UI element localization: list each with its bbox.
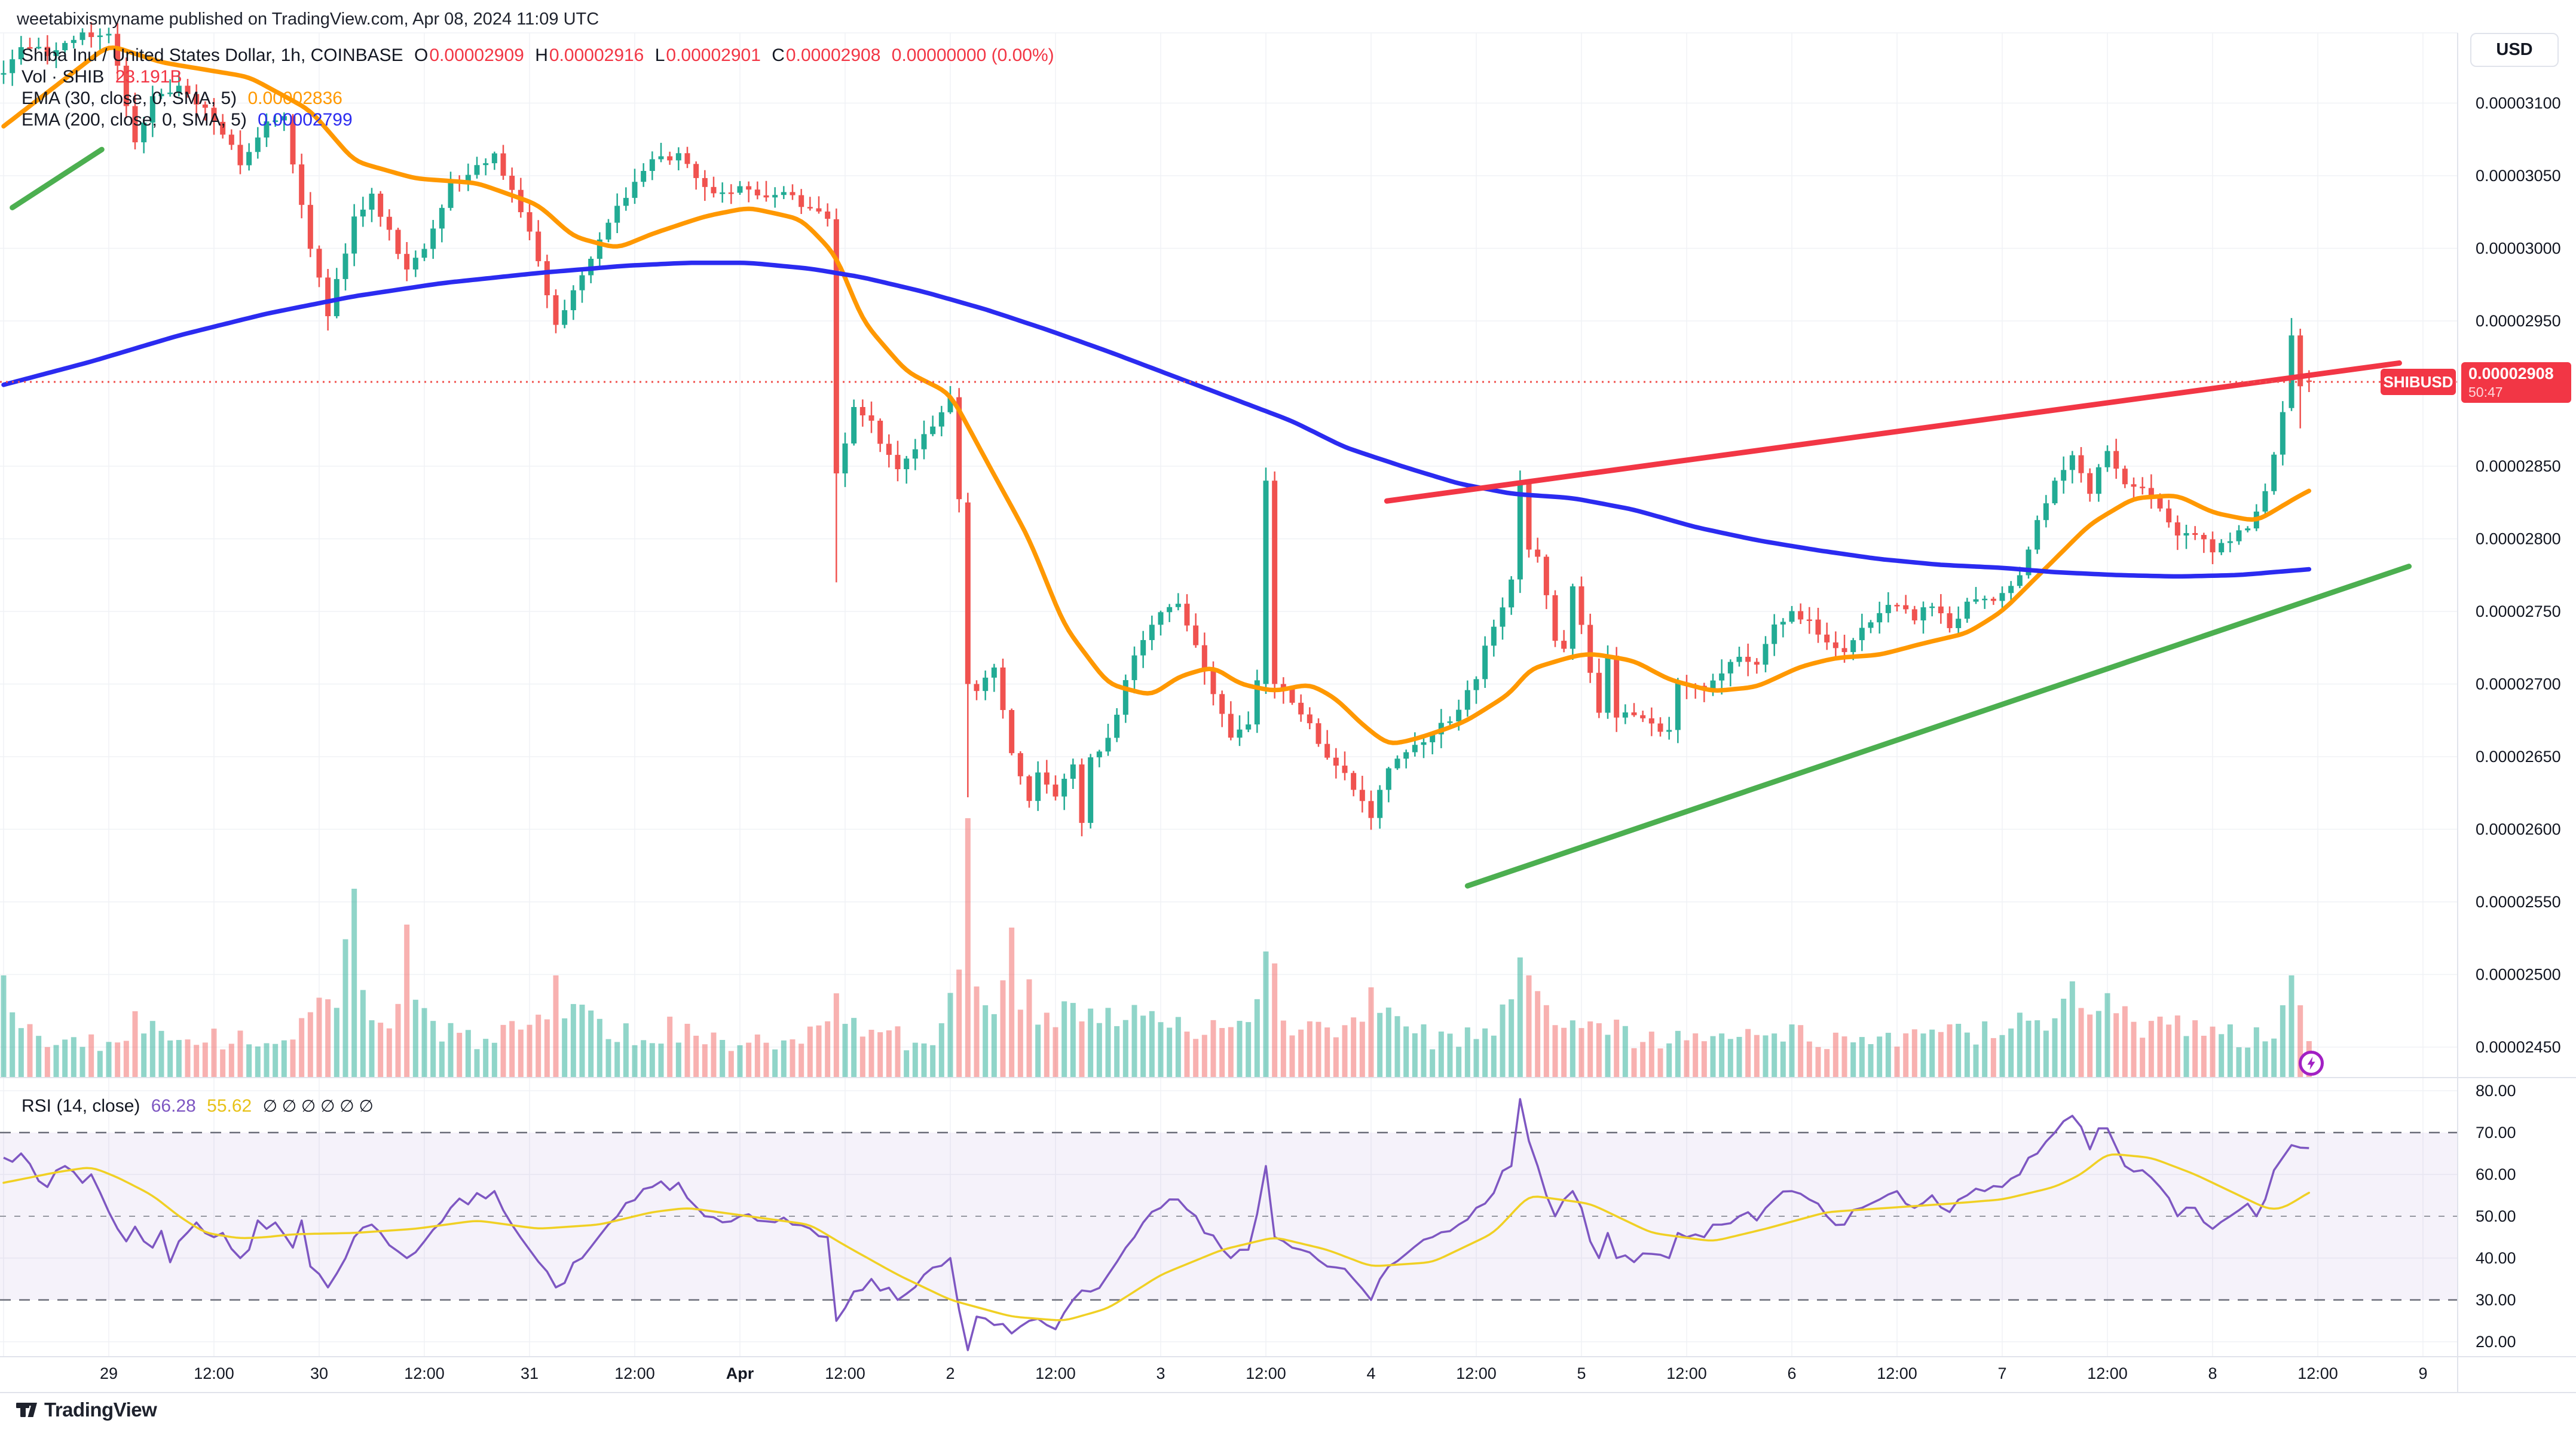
high-key: H [535, 45, 548, 65]
time-tick-label: 12:00 [1246, 1364, 1286, 1382]
time-axis[interactable]: 29 12:00 30 12:00 31 12:00 Apr 12:00 2 12:00 3 12:0… [100, 1364, 2428, 1382]
ema200-label: EMA (200, close, 0, SMA, 5) [22, 110, 247, 130]
last-price-value: 0.00002908 [2468, 365, 2554, 383]
rsi-placeholder-icons: ∅ ∅ ∅ ∅ ∅ ∅ [262, 1097, 374, 1115]
open-key: O [414, 45, 429, 65]
instant-trade-lightning-icon[interactable] [2298, 1050, 2324, 1076]
price-tick-label: 0.00002550 [2476, 893, 2561, 911]
time-tick-label: 29 [100, 1364, 118, 1382]
time-tick-label: 2 [946, 1364, 954, 1382]
rsi-tick-label: 40.00 [2476, 1249, 2516, 1267]
gridlines [0, 32, 2458, 1357]
volume-value: 23.191B [115, 67, 182, 87]
open-value: 0.00002909 [429, 45, 524, 65]
time-tick-label: 3 [1156, 1364, 1165, 1382]
ema200-legend[interactable]: EMA (200, close, 0, SMA, 5) 0.00002799 [22, 110, 359, 130]
price-tick-label: 0.00002800 [2476, 530, 2561, 547]
time-tick-label: 12:00 [1877, 1364, 1917, 1382]
time-tick-label: 12:00 [1456, 1364, 1497, 1382]
rsi-line [3, 1098, 2309, 1351]
ema30-value: 0.00002836 [247, 88, 342, 108]
price-tick-label: 0.00002750 [2476, 602, 2561, 620]
price-tick-label: 0.00002450 [2476, 1038, 2561, 1056]
time-tick-label: 6 [1787, 1364, 1796, 1382]
rsi-tick-label: 20.00 [2476, 1333, 2516, 1351]
price-tick-label: 0.00002600 [2476, 820, 2561, 838]
volume-bars [1, 818, 2312, 1077]
symbol-legend[interactable]: Shiba Inu / United States Dollar, 1h, CO… [22, 45, 1060, 66]
rsi-label: RSI (14, close) [22, 1096, 140, 1116]
time-tick-label: 8 [2208, 1364, 2217, 1382]
rsi-value: 66.28 [151, 1096, 196, 1116]
time-tick-label: 12:00 [194, 1364, 234, 1382]
time-tick-label: 12:00 [825, 1364, 865, 1382]
symbol-title: Shiba Inu / United States Dollar, 1h, CO… [22, 45, 403, 65]
time-tick-label: 12:00 [1035, 1364, 1076, 1382]
time-tick-label: 31 [521, 1364, 539, 1382]
rsi-band [0, 1131, 2458, 1301]
ascending-support [1464, 564, 2412, 889]
ema200-value: 0.00002799 [258, 110, 353, 130]
currency-label: USD [2496, 40, 2533, 59]
price-tick-label: 0.00003100 [2476, 94, 2561, 112]
time-tick-label: 7 [1997, 1364, 2006, 1382]
time-tick-label: 9 [2418, 1364, 2427, 1382]
descending-resistance [1384, 360, 2402, 504]
rsi-tick-label: 30.00 [2476, 1291, 2516, 1309]
high-value: 0.00002916 [549, 45, 644, 65]
rsi-ma-value: 55.62 [207, 1096, 252, 1116]
upper-left-support-segment [10, 146, 105, 210]
price-tick-label: 0.00002850 [2476, 457, 2561, 475]
time-tick-label: 12:00 [404, 1364, 445, 1382]
time-tick-label: 5 [1577, 1364, 1586, 1382]
close-value: 0.00002908 [785, 45, 881, 65]
rsi-ma-line [2, 1153, 2311, 1321]
price-tick-label: 0.00002700 [2476, 675, 2561, 693]
currency-toggle-button[interactable]: USD [2470, 33, 2559, 67]
rsi-tick-label: 50.00 [2476, 1207, 2516, 1225]
time-tick-label: 12:00 [2297, 1364, 2338, 1382]
rsi-tick-label: 60.00 [2476, 1165, 2516, 1183]
time-tick-label: 12:00 [2087, 1364, 2128, 1382]
tradingview-logo-icon [16, 1403, 37, 1417]
last-price-axis-label: 0.00002908 50:47 [2461, 362, 2571, 403]
price-tick-label: 0.00002500 [2476, 965, 2561, 983]
separators [0, 33, 2576, 1393]
rsi-tick-label: 80.00 [2476, 1082, 2516, 1100]
ema200-line [1, 260, 2312, 579]
rsi-tick-label: 70.00 [2476, 1124, 2516, 1142]
time-tick-label: 12:00 [614, 1364, 655, 1382]
tradingview-logo[interactable]: TradingView [16, 1399, 157, 1421]
ema30-label: EMA (30, close, 0, SMA, 5) [22, 88, 237, 108]
watermark: weetabixismyname published on TradingVie… [17, 10, 599, 29]
candles [1, 22, 2312, 837]
price-tick-label: 0.00003000 [2476, 239, 2561, 257]
price-tick-label: 0.00003050 [2476, 167, 2561, 185]
time-tick-label: 12:00 [1666, 1364, 1707, 1382]
tradingview-logo-text: TradingView [44, 1399, 157, 1421]
symbol-price-flag-text: SHIBUSD [2383, 372, 2453, 391]
price-tick-label: 0.00002950 [2476, 312, 2561, 330]
rsi-legend[interactable]: RSI (14, close) 66.28 55.62 ∅ ∅ ∅ ∅ ∅ ∅ [22, 1096, 380, 1116]
low-value: 0.00002901 [666, 45, 761, 65]
ema30-legend[interactable]: EMA (30, close, 0, SMA, 5) 0.00002836 [22, 88, 348, 109]
bar-countdown: 50:47 [2468, 384, 2503, 400]
change-value: 0.00000000 (0.00%) [891, 45, 1054, 65]
price-axis[interactable]: 0.00003100 0.00003050 0.00003000 0.00002950… [2476, 94, 2561, 1351]
time-tick-label: Apr [726, 1364, 754, 1382]
time-tick-label: 4 [1366, 1364, 1375, 1382]
ema30-line [1, 45, 2312, 745]
symbol-price-flag: SHIBUSD [2381, 369, 2456, 395]
time-tick-label: 30 [310, 1364, 328, 1382]
trendlines [10, 146, 2412, 889]
close-key: C [772, 45, 785, 65]
volume-legend[interactable]: Vol · SHIB 23.191B [22, 67, 188, 87]
low-key: L [654, 45, 665, 65]
volume-label: Vol · SHIB [22, 67, 105, 87]
price-tick-label: 0.00002650 [2476, 748, 2561, 766]
